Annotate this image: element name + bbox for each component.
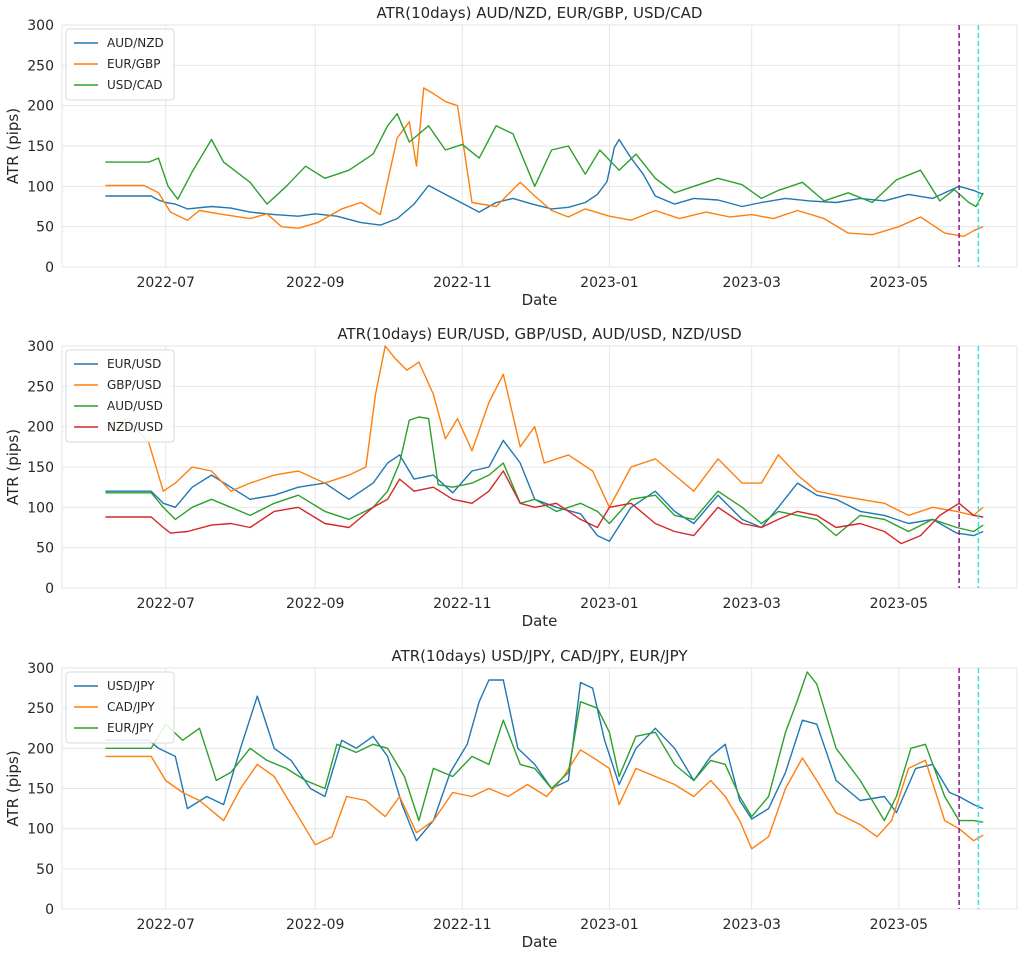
series-line-aud-nzd <box>105 138 984 226</box>
y-tick-label: 250 <box>27 379 54 395</box>
legend-label: USD/CAD <box>107 78 163 92</box>
y-tick-label: 250 <box>27 701 54 717</box>
x-axis-label: Date <box>522 933 558 951</box>
legend-box <box>65 349 175 443</box>
legend-box <box>65 671 175 744</box>
series-line-gbp-usd <box>105 345 984 517</box>
plot-frame <box>61 667 1018 910</box>
y-tick-label: 0 <box>45 902 54 918</box>
chart-title: ATR(10days) USD/JPY, CAD/JPY, EUR/JPY <box>391 647 688 665</box>
series-line-cad-jpy <box>105 749 984 850</box>
y-tick-label: 200 <box>27 741 54 757</box>
series-line-usd-cad <box>105 112 984 208</box>
series-line-eur-gbp <box>105 87 984 238</box>
x-tick-label: 2022-09 <box>286 275 345 291</box>
x-tick-label: 2022-07 <box>136 275 195 291</box>
y-axis-label: ATR (pips) <box>4 429 22 505</box>
legend-label: EUR/JPY <box>107 721 154 735</box>
y-axis-label: ATR (pips) <box>4 750 22 826</box>
chart-title: ATR(10days) EUR/USD, GBP/USD, AUD/USD, N… <box>337 325 741 343</box>
y-tick-label: 300 <box>27 339 54 355</box>
subplot-2: 0 50 100 150 200 250 300 2022-07 2022-09 2022-11 2… <box>4 325 1018 630</box>
series-line-eur-jpy <box>105 671 984 823</box>
x-tick-label: 2023-03 <box>722 917 781 933</box>
legend-label: USD/JPY <box>107 679 155 693</box>
legend-label: AUD/NZD <box>107 36 164 50</box>
x-tick-label: 2023-03 <box>722 275 781 291</box>
y-tick-label: 150 <box>27 139 54 155</box>
x-tick-label: 2022-09 <box>286 917 345 933</box>
y-tick-label: 200 <box>27 99 54 115</box>
y-tick-label: 250 <box>27 58 54 74</box>
legend-label: CAD/JPY <box>107 700 155 714</box>
x-tick-label: 2023-03 <box>722 596 781 612</box>
legend-box <box>65 28 175 101</box>
x-tick-label: 2023-05 <box>870 917 929 933</box>
chart-title: ATR(10days) AUD/NZD, EUR/GBP, USD/CAD <box>377 4 703 22</box>
y-tick-label: 50 <box>36 541 54 557</box>
y-tick-label: 300 <box>27 18 54 34</box>
y-tick-label: 100 <box>27 500 54 516</box>
subplot-1: 0 50 100 150 200 250 300 2022-07 2022-09 2022-11 2… <box>4 4 1018 309</box>
x-tick-label: 2022-07 <box>136 596 195 612</box>
legend-label: EUR/USD <box>107 357 161 371</box>
x-tick-label: 2022-11 <box>433 917 492 933</box>
legend-label: NZD/USD <box>107 420 163 434</box>
series-line-nzd-usd <box>105 470 984 545</box>
y-tick-label: 0 <box>45 260 54 276</box>
y-tick-label: 300 <box>27 661 54 677</box>
plot-frame <box>61 24 1018 268</box>
x-tick-label: 2023-05 <box>870 596 929 612</box>
x-axis-label: Date <box>522 291 558 309</box>
y-tick-label: 150 <box>27 782 54 798</box>
legend-label: AUD/USD <box>107 399 163 413</box>
x-tick-label: 2022-11 <box>433 275 492 291</box>
x-tick-label: 2023-01 <box>580 596 639 612</box>
x-tick-label: 2023-05 <box>870 275 929 291</box>
x-axis-label: Date <box>522 612 558 630</box>
y-tick-label: 0 <box>45 581 54 597</box>
x-tick-label: 2022-09 <box>286 596 345 612</box>
plot-frame <box>61 345 1018 589</box>
x-tick-label: 2023-01 <box>580 275 639 291</box>
y-tick-label: 50 <box>36 862 54 878</box>
x-tick-label: 2022-07 <box>136 917 195 933</box>
x-tick-label: 2022-11 <box>433 596 492 612</box>
y-tick-label: 50 <box>36 220 54 236</box>
y-tick-label: 150 <box>27 460 54 476</box>
legend-label: EUR/GBP <box>107 57 161 71</box>
x-tick-label: 2023-01 <box>580 917 639 933</box>
legend-label: GBP/USD <box>107 378 161 392</box>
y-axis-label: ATR (pips) <box>4 108 22 184</box>
y-tick-label: 200 <box>27 420 54 436</box>
y-tick-label: 100 <box>27 179 54 195</box>
y-tick-label: 100 <box>27 822 54 838</box>
subplot-3: 0 50 100 150 200 250 300 2022-07 2022-09 2022-11 2… <box>4 647 1018 951</box>
